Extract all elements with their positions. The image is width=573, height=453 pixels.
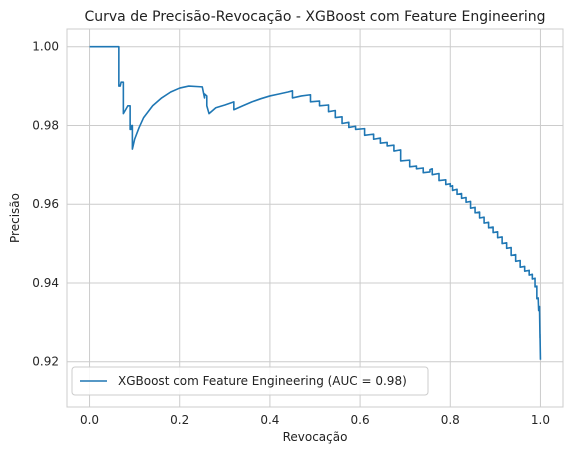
y-tick-label: 0.92 xyxy=(32,355,59,369)
chart-title: Curva de Precisão-Revocação - XGBoost co… xyxy=(84,9,545,25)
x-tick-label: 1.0 xyxy=(531,413,550,427)
x-tick-label: 0.2 xyxy=(170,413,189,427)
x-tick-label: 0.4 xyxy=(260,413,279,427)
legend: XGBoost com Feature Engineering (AUC = 0… xyxy=(71,366,429,396)
series-layer xyxy=(89,45,542,360)
y-tick-label: 0.98 xyxy=(32,118,59,132)
plot-area-border xyxy=(66,28,564,408)
grid-lines xyxy=(67,29,563,407)
tick-labels: 0.0 0.2 0.4 0.6 0.8 1.0 0.92 0.94 0.96 0.98 1.00 xyxy=(32,40,550,427)
y-tick-label: 1.00 xyxy=(32,40,59,54)
legend-box xyxy=(71,366,429,396)
y-tick-label: 0.96 xyxy=(32,197,59,211)
series-line xyxy=(89,45,542,360)
x-axis-label: Revocação xyxy=(283,430,348,444)
y-axis-label: Precisão xyxy=(8,193,22,243)
x-tick-label: 0.6 xyxy=(351,413,370,427)
legend-label: XGBoost com Feature Engineering (AUC = 0… xyxy=(118,374,407,388)
plot-frame xyxy=(66,28,564,408)
x-tick-label: 0.0 xyxy=(80,413,99,427)
x-tick-label: 0.8 xyxy=(441,413,460,427)
y-tick-label: 0.94 xyxy=(32,276,59,290)
